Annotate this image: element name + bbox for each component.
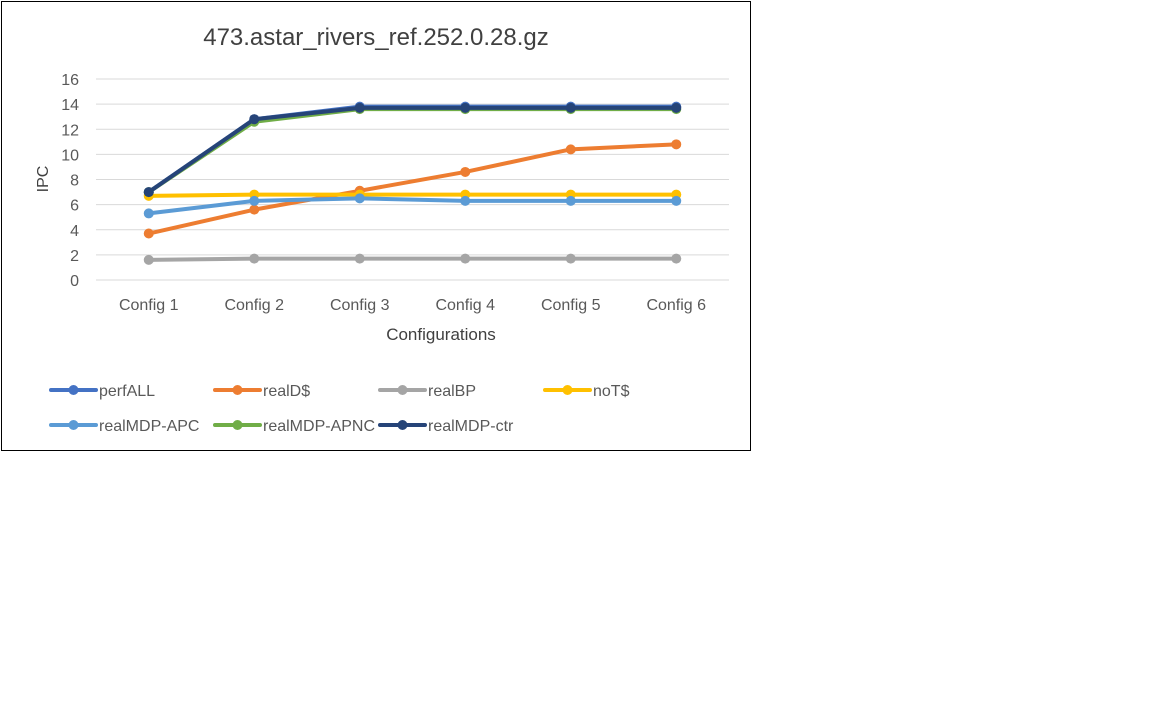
data-point [143,208,154,219]
legend-item: realD$ [213,383,310,400]
data-point [671,102,682,113]
series-lines [143,101,682,265]
legend-label: noT$ [593,383,630,400]
y-tick-label: 10 [61,147,79,164]
series-line [146,192,679,198]
y-axis-title: IPC [35,166,52,193]
data-point [565,253,576,264]
data-point [460,102,471,113]
legend-marker [68,385,79,395]
y-tick-label: 12 [61,122,79,139]
x-tick-label: Config 6 [646,297,706,314]
legend-item: realMDP-APC [49,418,199,435]
y-tick-label: 4 [70,223,79,240]
data-point [143,228,154,239]
data-point [671,253,682,264]
series-line [146,196,679,216]
x-axis-title: Configurations [386,325,496,344]
legend-marker [397,420,408,430]
y-tick-label: 16 [61,72,79,89]
y-tick-label: 14 [61,97,79,114]
data-point [460,166,471,177]
series-line [146,142,679,236]
legend-marker [232,385,243,395]
x-tick-label: Config 3 [330,297,390,314]
legend-marker [397,385,408,395]
line-chart: 473.astar_rivers_ref.252.0.28.gz IPC Con… [35,24,729,435]
data-point [249,253,260,264]
series-realMDP-ctr [143,102,682,198]
data-point [143,187,154,198]
x-tick-labels: Config 1 Config 2 Config 3 Config 4 Config 5… [119,297,706,314]
data-point [671,139,682,150]
legend-item: realMDP-APNC [213,418,375,435]
x-tick-label: Config 5 [541,297,601,314]
series-line [146,256,679,262]
legend-item: realMDP-ctr [378,418,514,435]
data-point [671,195,682,206]
chart-frame: 473.astar_rivers_ref.252.0.28.gz IPC Con… [1,1,751,451]
chart-title: 473.astar_rivers_ref.252.0.28.gz [203,24,549,51]
x-tick-label: Config 4 [435,297,495,314]
data-point [249,195,260,206]
data-point [354,253,365,264]
data-point [249,204,260,215]
data-point [249,114,260,125]
data-point [143,254,154,265]
data-point [565,102,576,113]
data-point [354,193,365,204]
legend-label: perfALL [99,383,155,400]
legend-marker [562,385,573,395]
legend-item: perfALL [49,383,155,400]
series-realMDP-APC [143,193,682,219]
x-tick-label: Config 2 [224,297,284,314]
legend-item: realBP [378,383,476,400]
data-point [354,102,365,113]
data-point [460,253,471,264]
y-tick-label: 2 [70,248,79,265]
legend-marker [232,420,243,430]
legend-label: realMDP-ctr [428,418,514,435]
legend-marker [68,420,79,430]
series-realBP [143,253,682,265]
legend-item: noT$ [543,383,630,400]
y-tick-label: 0 [70,273,79,290]
series-line [146,105,679,195]
y-tick-label: 6 [70,198,79,215]
data-point [565,195,576,206]
legend-label: realMDP-APC [99,418,199,435]
y-tick-label: 8 [70,173,79,190]
legend: perfALL realD$ realBP noT$ realMDP-APC realMD… [49,383,630,435]
legend-label: realMDP-APNC [263,418,375,435]
legend-label: realBP [428,383,476,400]
y-tick-labels: 0 2 4 6 8 10 12 14 16 [61,72,79,290]
data-point [460,195,471,206]
x-tick-label: Config 1 [119,297,179,314]
data-point [565,144,576,155]
legend-label: realD$ [263,383,310,400]
